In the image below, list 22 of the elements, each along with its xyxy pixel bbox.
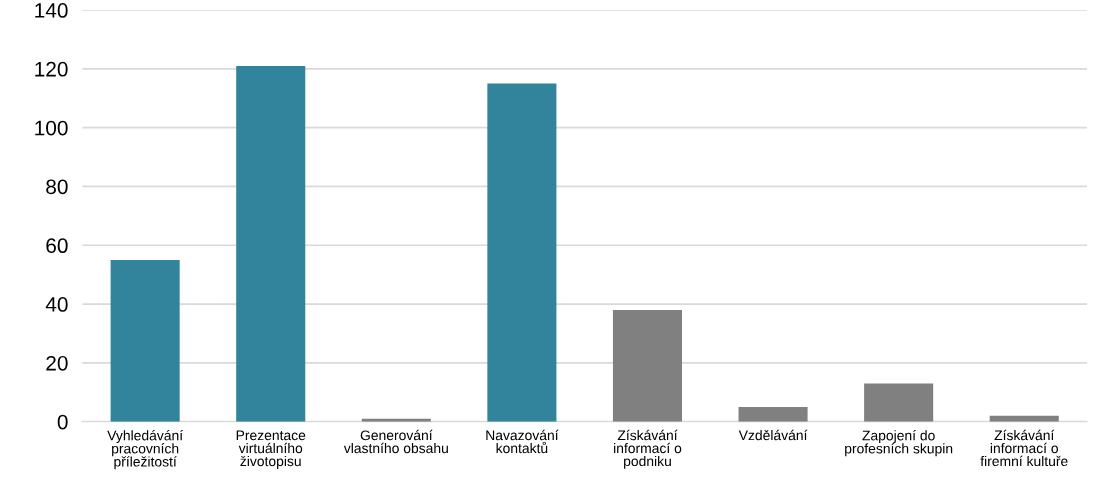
x-tick-label: Vyhledávání pracovních příležitostí (107, 430, 184, 470)
bar (487, 83, 557, 422)
y-tick-label: 80 (46, 179, 68, 195)
x-tick-label: Generování vlastního obsahu (343, 429, 448, 454)
y-tick-label: 60 (46, 238, 68, 254)
x-tick-label: Vzdělávání (738, 429, 808, 441)
y-tick-label: 120 (35, 61, 68, 77)
x-tick-label: Navazování kontaktů (486, 429, 559, 454)
y-tick-label: 20 (46, 355, 68, 371)
y-tick-label: 40 (45, 297, 68, 312)
x-tick-label: Prezentace virtuálního životopisu (236, 430, 306, 469)
x-tick-label: Získávání informací o firemní kultuře (980, 429, 1068, 467)
x-tick-label: Zapojení do profesních skupin (845, 430, 953, 457)
bar (864, 383, 934, 422)
y-tick-label: 140 (35, 3, 68, 18)
bar (236, 65, 306, 422)
bar (612, 309, 683, 422)
bar (738, 406, 808, 422)
y-tick-label: 100 (35, 120, 68, 136)
y-tick-label: 0 (57, 414, 68, 430)
bar (110, 259, 180, 422)
x-tick-label: Získávání informací o podniku (614, 429, 682, 469)
